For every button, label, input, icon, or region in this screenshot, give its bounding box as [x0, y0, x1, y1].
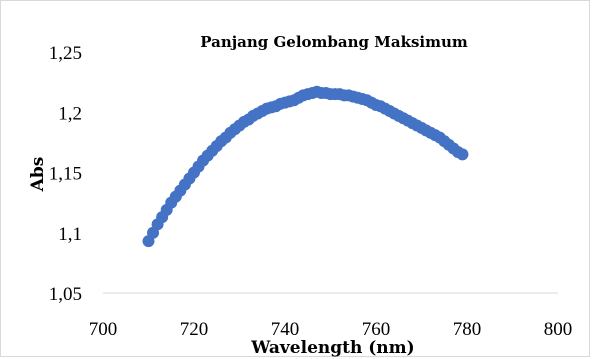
x-axis-title: Wavelength (nm)	[250, 338, 414, 358]
y-tick-label: 1,1	[58, 224, 82, 245]
y-tick-label: 1,05	[49, 284, 82, 305]
chart-title: Panjang Gelombang Maksimum	[200, 33, 468, 51]
x-tick-labels: 700 720 740 760 780 800	[89, 319, 573, 340]
y-axis-title: Abs	[28, 157, 48, 193]
y-tick-label: 1,15	[49, 164, 82, 185]
data-points	[142, 85, 469, 248]
y-tick-labels: 1,05 1,1 1,15 1,2 1,25	[49, 43, 82, 305]
x-tick-label: 780	[453, 319, 482, 340]
x-tick-label: 800	[544, 319, 573, 340]
x-tick-label: 720	[180, 319, 209, 340]
x-tick-label: 700	[89, 319, 118, 340]
x-tick-label: 740	[271, 319, 300, 340]
y-tick-label: 1,2	[58, 103, 82, 124]
x-tick-label: 760	[362, 319, 391, 340]
data-point	[456, 148, 469, 161]
y-tick-label: 1,25	[49, 43, 82, 64]
